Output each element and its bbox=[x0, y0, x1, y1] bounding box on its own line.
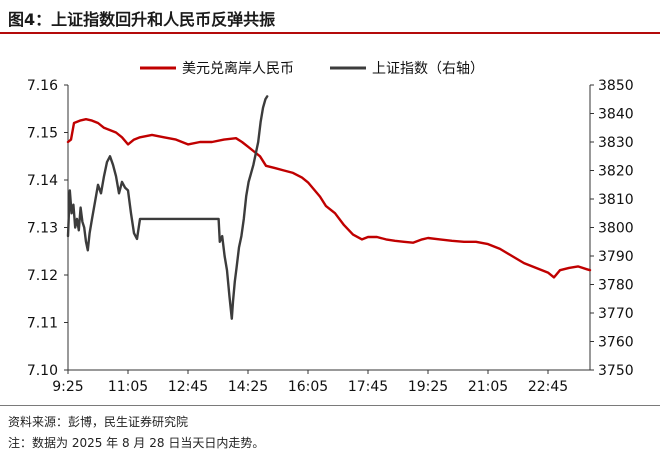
x-tick-label: 9:25 bbox=[52, 379, 83, 395]
source-note: 资料来源：彭博，民生证券研究院 bbox=[8, 415, 189, 429]
right-tick-label: 3840 bbox=[598, 107, 634, 123]
right-tick-label: 3780 bbox=[598, 278, 634, 294]
usd-cnh-line bbox=[66, 118, 592, 279]
chart-legend: 美元兑离岸人民币 上证指数（右轴） bbox=[140, 60, 484, 77]
right-tick-label: 3750 bbox=[598, 363, 634, 379]
chart-axes bbox=[67, 85, 591, 371]
chart: 7.10 7.11 7.12 7.13 7.14 7.15 7.16 3750 3760 377… bbox=[27, 60, 634, 395]
data-note: 注：数据为 2025 年 8 月 28 日当天日内走势。 bbox=[8, 436, 265, 450]
left-tick-label: 7.15 bbox=[27, 126, 58, 142]
x-tick-label: 19:25 bbox=[408, 379, 448, 395]
x-tick-label: 21:05 bbox=[468, 379, 508, 395]
left-tick-label: 7.10 bbox=[27, 363, 58, 379]
title-rule bbox=[0, 32, 660, 34]
right-tick-label: 3830 bbox=[598, 135, 634, 151]
x-axis-ticks: 9:25 11:05 12:45 14:25 16:05 17:45 19:25 21:05 2… bbox=[52, 370, 568, 395]
x-tick-label: 16:05 bbox=[288, 379, 328, 395]
x-tick-label: 11:05 bbox=[108, 379, 148, 395]
right-tick-label: 3770 bbox=[598, 306, 634, 322]
right-tick-label: 3800 bbox=[598, 221, 634, 237]
x-tick-label: 14:25 bbox=[228, 379, 268, 395]
chart-series bbox=[66, 95, 592, 320]
left-tick-label: 7.11 bbox=[27, 316, 58, 332]
x-tick-label: 17:45 bbox=[348, 379, 388, 395]
right-tick-label: 3850 bbox=[598, 78, 634, 94]
legend-label: 美元兑离岸人民币 bbox=[182, 60, 294, 77]
x-tick-label: 12:45 bbox=[168, 379, 208, 395]
legend-label: 上证指数（右轴） bbox=[372, 61, 484, 77]
shanghai-index-line bbox=[66, 95, 269, 320]
right-tick-label: 3760 bbox=[598, 335, 634, 351]
left-tick-label: 7.14 bbox=[27, 173, 58, 189]
left-tick-label: 7.13 bbox=[27, 221, 58, 237]
left-axis-ticks: 7.10 7.11 7.12 7.13 7.14 7.15 7.16 bbox=[27, 78, 68, 379]
right-tick-label: 3820 bbox=[598, 164, 634, 180]
x-tick-label: 22:45 bbox=[528, 379, 568, 395]
figure-title: 图4：上证指数回升和人民币反弹共振 bbox=[8, 10, 276, 29]
right-tick-label: 3790 bbox=[598, 249, 634, 265]
left-tick-label: 7.16 bbox=[27, 78, 58, 94]
right-tick-label: 3810 bbox=[598, 192, 634, 208]
left-tick-label: 7.12 bbox=[27, 268, 58, 284]
footer-rule bbox=[0, 405, 660, 406]
right-axis-ticks: 3750 3760 3770 3780 3790 3800 3810 3820 3830 3840… bbox=[590, 78, 634, 379]
